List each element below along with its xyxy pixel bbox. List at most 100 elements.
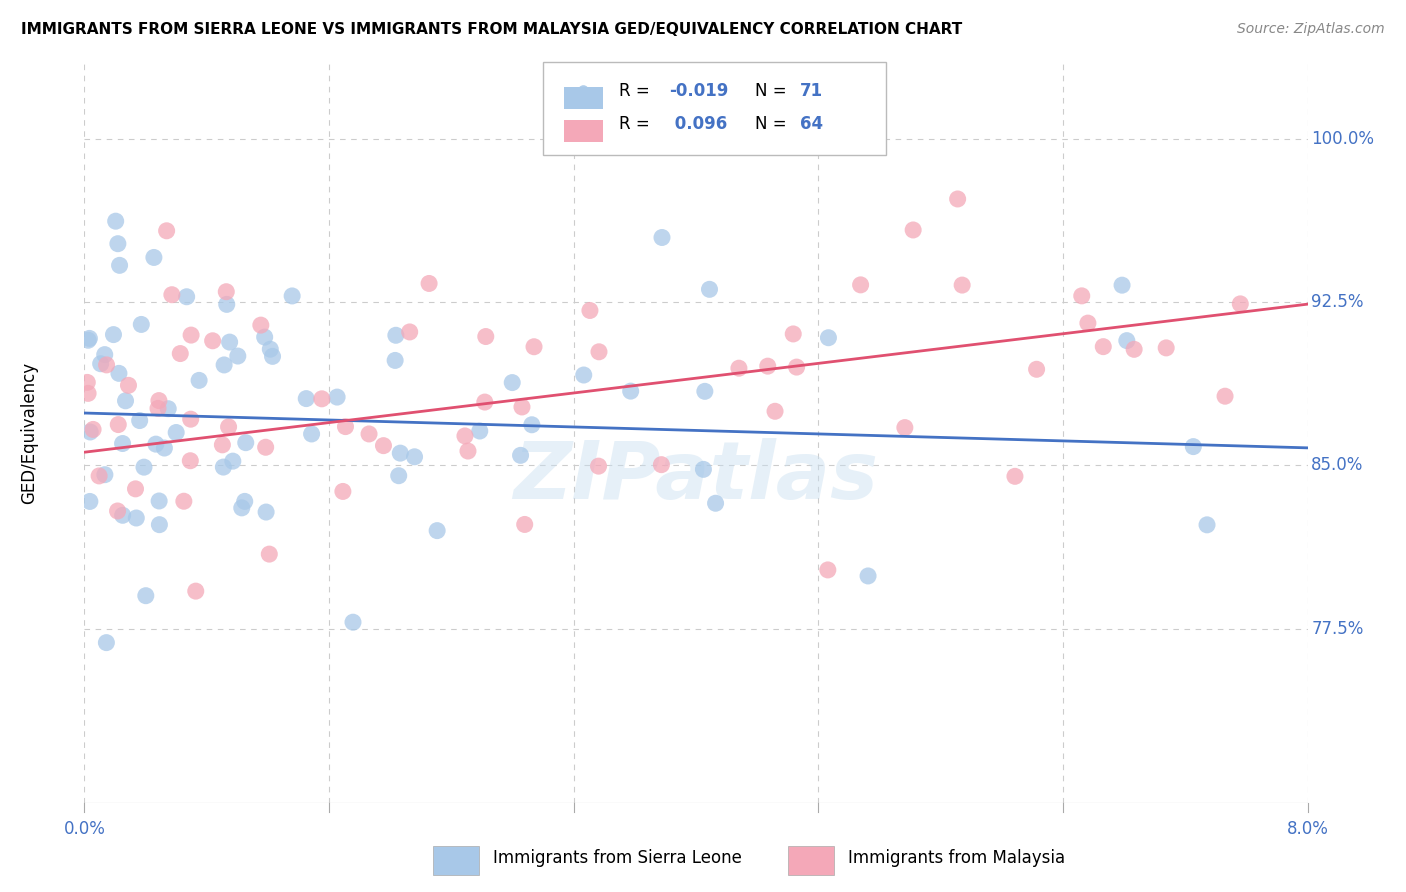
- Point: [124, 482, 146, 496]
- Text: Immigrants from Malaysia: Immigrants from Malaysia: [848, 849, 1064, 867]
- Point: [474, 395, 496, 409]
- Point: [398, 325, 420, 339]
- Point: [107, 417, 129, 432]
- Point: [184, 584, 207, 599]
- Point: [588, 459, 610, 474]
- Point: [259, 342, 281, 356]
- Point: [262, 350, 284, 364]
- Point: [222, 454, 245, 468]
- Point: [520, 417, 543, 432]
- Point: [509, 448, 531, 462]
- Point: [107, 504, 129, 518]
- Point: [901, 223, 924, 237]
- Point: [259, 547, 281, 561]
- Point: [510, 400, 533, 414]
- Point: [148, 393, 170, 408]
- Point: [384, 353, 406, 368]
- Point: [692, 462, 714, 476]
- Point: [651, 230, 673, 244]
- Point: [388, 468, 411, 483]
- Point: [165, 425, 187, 440]
- Point: [1123, 343, 1146, 357]
- Point: [77, 333, 100, 347]
- Point: [849, 277, 872, 292]
- Point: [389, 446, 412, 460]
- Point: [145, 437, 167, 451]
- Point: [572, 368, 595, 382]
- Point: [77, 386, 100, 401]
- Point: [132, 460, 155, 475]
- Bar: [433, 847, 479, 875]
- Point: [457, 444, 479, 458]
- Point: [373, 439, 395, 453]
- Point: [335, 419, 357, 434]
- Point: [94, 467, 117, 482]
- Point: [233, 494, 256, 508]
- Point: [188, 373, 211, 387]
- Text: 8.0%: 8.0%: [1286, 821, 1329, 838]
- Point: [468, 424, 491, 438]
- Text: N =: N =: [755, 81, 792, 100]
- Point: [817, 331, 839, 345]
- Text: 0.096: 0.096: [669, 115, 727, 133]
- Point: [1092, 340, 1115, 354]
- Point: [1025, 362, 1047, 376]
- Point: [179, 454, 201, 468]
- Text: N =: N =: [755, 115, 792, 133]
- Point: [148, 517, 170, 532]
- Point: [523, 340, 546, 354]
- Point: [728, 361, 751, 376]
- Point: [281, 289, 304, 303]
- Point: [1154, 341, 1177, 355]
- Point: [104, 214, 127, 228]
- Text: IMMIGRANTS FROM SIERRA LEONE VS IMMIGRANTS FROM MALAYSIA GED/EQUIVALENCY CORRELA: IMMIGRANTS FROM SIERRA LEONE VS IMMIGRAN…: [21, 22, 962, 37]
- Bar: [564, 120, 603, 143]
- Point: [231, 500, 253, 515]
- Point: [856, 569, 879, 583]
- Point: [1115, 334, 1137, 348]
- Text: R =: R =: [619, 81, 655, 100]
- Text: GED/Equivalency: GED/Equivalency: [20, 361, 38, 504]
- Point: [114, 393, 136, 408]
- Point: [950, 278, 973, 293]
- Point: [326, 390, 349, 404]
- Point: [157, 401, 180, 416]
- Point: [79, 331, 101, 345]
- Point: [180, 412, 202, 426]
- Point: [107, 236, 129, 251]
- Text: Source: ZipAtlas.com: Source: ZipAtlas.com: [1237, 22, 1385, 37]
- Point: [90, 357, 112, 371]
- Text: Immigrants from Sierra Leone: Immigrants from Sierra Leone: [494, 849, 742, 867]
- Point: [235, 435, 257, 450]
- Point: [212, 358, 235, 372]
- Point: [311, 392, 333, 406]
- Point: [93, 348, 115, 362]
- Point: [111, 508, 134, 523]
- Point: [253, 330, 276, 344]
- Text: 100.0%: 100.0%: [1312, 129, 1374, 148]
- Text: 71: 71: [800, 81, 823, 100]
- Point: [135, 589, 157, 603]
- Point: [588, 344, 610, 359]
- Point: [226, 349, 249, 363]
- FancyBboxPatch shape: [543, 62, 886, 155]
- Point: [1070, 289, 1092, 303]
- Point: [128, 413, 150, 427]
- Point: [79, 494, 101, 508]
- Point: [173, 494, 195, 508]
- Point: [76, 376, 98, 390]
- Point: [176, 290, 198, 304]
- Point: [215, 285, 238, 299]
- Point: [418, 277, 440, 291]
- Point: [117, 378, 139, 392]
- Point: [111, 436, 134, 450]
- Point: [786, 360, 808, 375]
- Text: 64: 64: [800, 115, 823, 133]
- Text: 77.5%: 77.5%: [1312, 620, 1364, 638]
- Point: [180, 328, 202, 343]
- Point: [650, 458, 672, 472]
- Point: [96, 358, 118, 372]
- Point: [782, 326, 804, 341]
- Point: [96, 635, 118, 649]
- Point: [620, 384, 643, 398]
